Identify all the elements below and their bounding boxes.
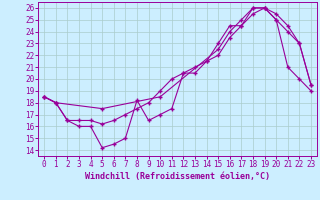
X-axis label: Windchill (Refroidissement éolien,°C): Windchill (Refroidissement éolien,°C) [85, 172, 270, 181]
